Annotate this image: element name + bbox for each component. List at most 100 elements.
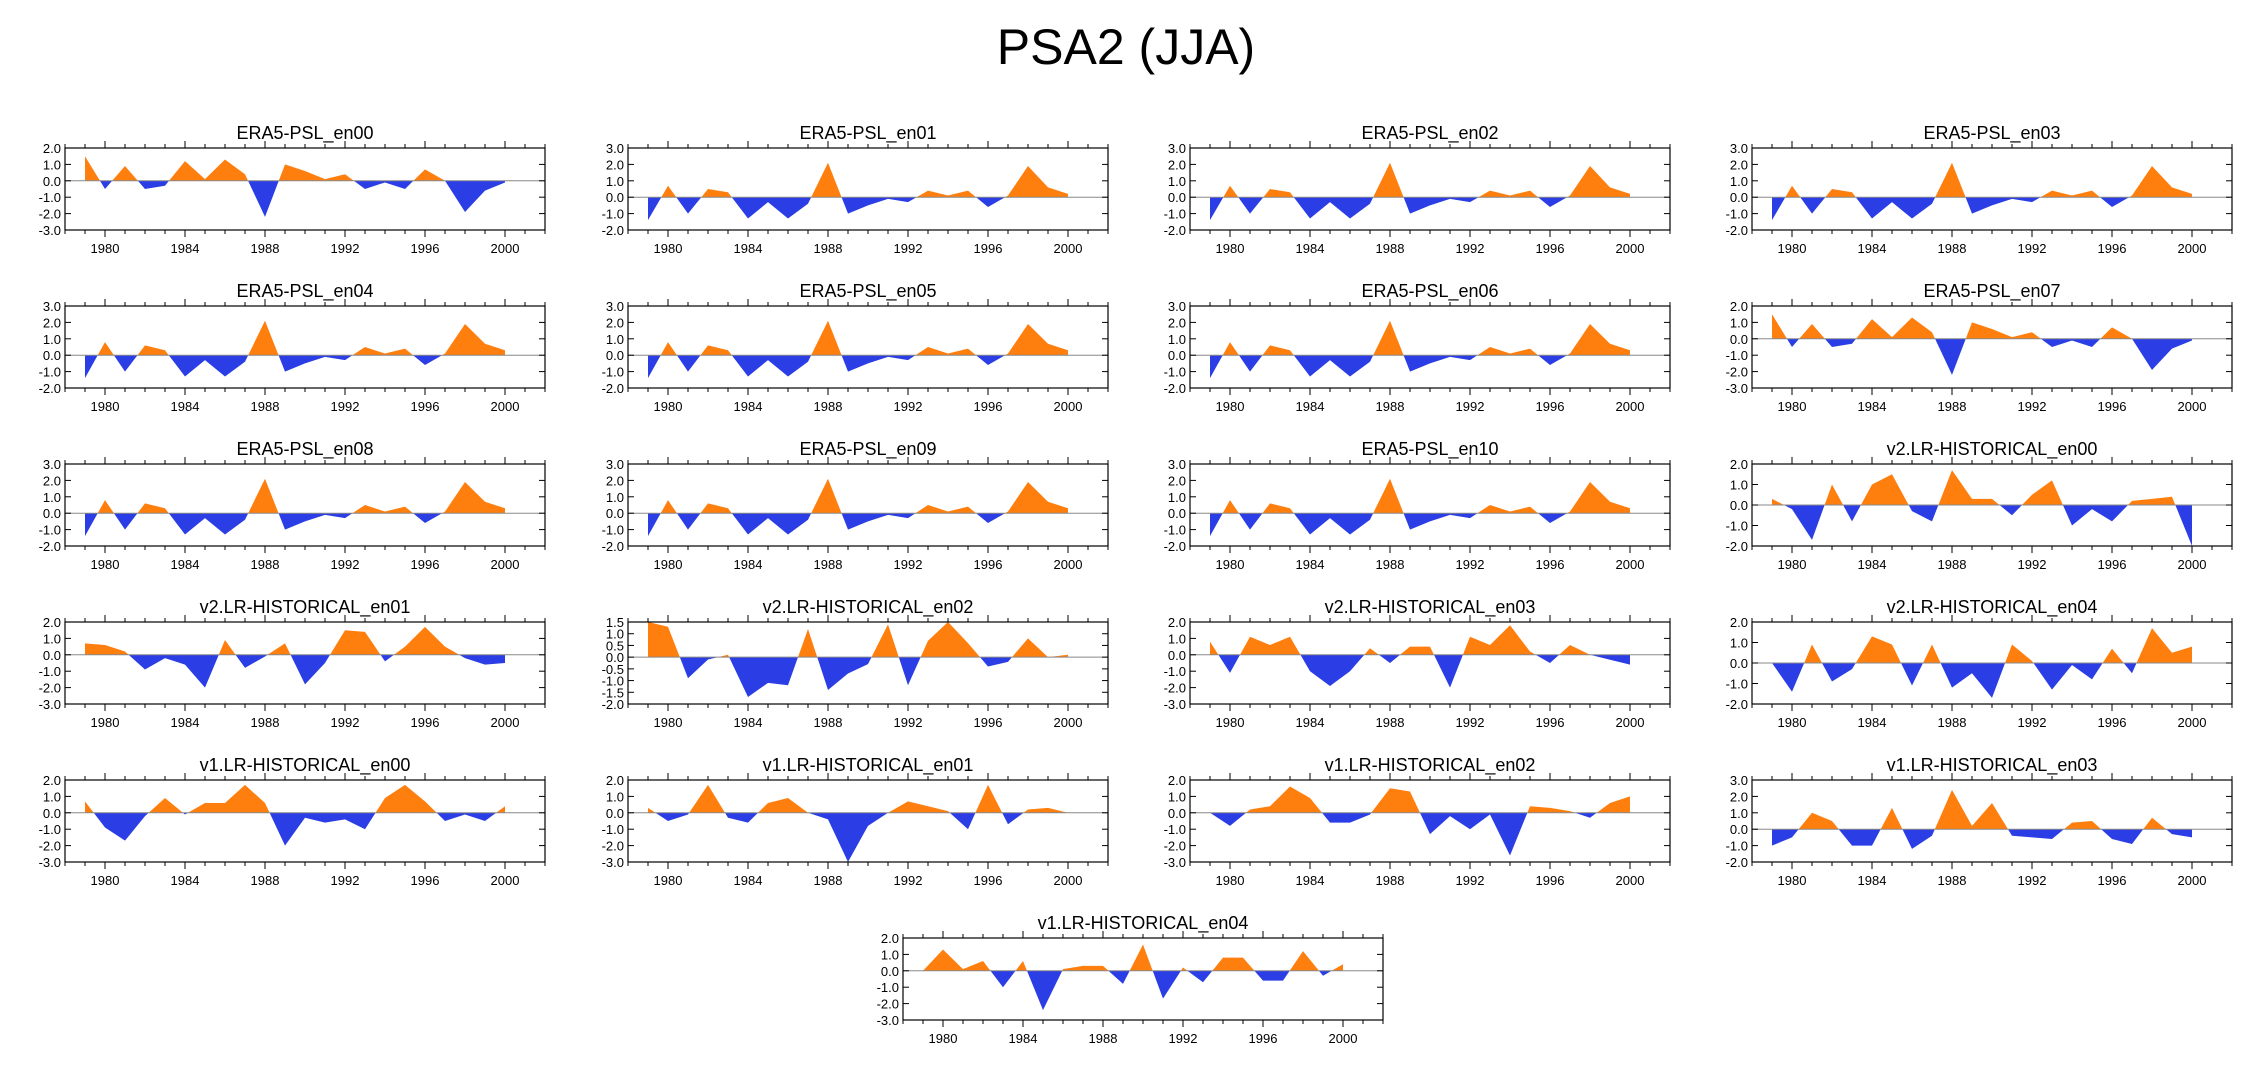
chart-panel: v2.LR-HISTORICAL_en03 2.01.0 0.0-1.0 -2.0-3… bbox=[1164, 597, 1671, 730]
chart-panel: ERA5-PSL_en10 3.02.0 1.00.0 -1.0-2.0 1980 198… bbox=[1164, 439, 1671, 572]
x-tick-label: 1992 bbox=[1456, 241, 1485, 256]
x-tick-label: 2000 bbox=[1616, 715, 1645, 730]
y-tick-label: 1.0 bbox=[43, 631, 61, 646]
y-tick-label: 3.0 bbox=[1730, 773, 1748, 788]
y-tick-label: -1.0 bbox=[1726, 207, 1748, 222]
y-tick-label: 1.0 bbox=[1168, 789, 1186, 804]
x-tick-label: 1984 bbox=[171, 557, 200, 572]
x-tick-label: 1996 bbox=[2098, 873, 2127, 888]
x-tick-label: 1984 bbox=[171, 399, 200, 414]
y-tick-label: 0.0 bbox=[606, 650, 624, 665]
negative-anomaly-area bbox=[85, 812, 505, 846]
x-tick-label: 1996 bbox=[1536, 873, 1565, 888]
x-tick-label: 1988 bbox=[1938, 399, 1967, 414]
negative-anomaly-area bbox=[1772, 505, 2192, 546]
chart-panel: v2.LR-HISTORICAL_en00 2.0 1.0 0.0 -1.0 -2.0 19… bbox=[1726, 439, 2233, 572]
panel-title: v2.LR-HISTORICAL_en03 bbox=[1325, 597, 1536, 618]
panel-title: ERA5-PSL_en09 bbox=[799, 439, 936, 460]
x-tick-label: 1984 bbox=[171, 873, 200, 888]
y-tick-label: 2.0 bbox=[1730, 615, 1748, 630]
y-tick-label: 2.0 bbox=[881, 931, 899, 946]
y-tick-label: 0.0 bbox=[606, 190, 624, 205]
x-tick-label: 1996 bbox=[411, 715, 440, 730]
page-title: PSA2 (JJA) bbox=[996, 19, 1256, 75]
y-tick-label: 3.0 bbox=[43, 299, 61, 314]
negative-anomaly-area bbox=[85, 513, 443, 537]
x-tick-label: 1996 bbox=[1249, 1031, 1278, 1046]
negative-anomaly-area bbox=[100, 180, 505, 217]
x-tick-label: 2000 bbox=[491, 873, 520, 888]
positive-anomaly-area bbox=[648, 622, 1068, 658]
negative-anomaly-area bbox=[1772, 829, 2192, 849]
y-tick-label: -2.0 bbox=[39, 207, 61, 222]
x-tick-label: 1984 bbox=[1296, 557, 1325, 572]
y-tick-label: 2.0 bbox=[43, 473, 61, 488]
y-tick-label: 0.0 bbox=[43, 174, 61, 189]
x-tick-label: 1988 bbox=[1376, 873, 1405, 888]
x-tick-label: 1984 bbox=[1858, 241, 1887, 256]
y-tick-label: 0.0 bbox=[606, 506, 624, 521]
negative-anomaly-area bbox=[85, 355, 443, 379]
x-tick-label: 1984 bbox=[1296, 399, 1325, 414]
x-tick-label: 2000 bbox=[491, 715, 520, 730]
chart-panel: v2.LR-HISTORICAL_en04 2.0 1.0 0.0 -1.0 -2.0 19… bbox=[1726, 597, 2233, 730]
y-tick-label: 1.0 bbox=[1168, 490, 1186, 505]
positive-anomaly-area bbox=[923, 944, 1343, 971]
y-tick-label: 0.0 bbox=[881, 964, 899, 979]
chart-panel: ERA5-PSL_en00 2.01.0 0.0-1.0 -2.0-3.0 1980 19… bbox=[39, 123, 546, 256]
y-tick-label: -1.0 bbox=[877, 980, 899, 995]
y-tick-label: 1.0 bbox=[1730, 478, 1748, 493]
x-tick-label: 1980 bbox=[91, 715, 120, 730]
x-tick-label: 1984 bbox=[734, 557, 763, 572]
y-tick-label: -2.0 bbox=[1726, 365, 1748, 380]
positive-anomaly-area bbox=[1772, 628, 2192, 663]
x-tick-label: 1980 bbox=[654, 399, 683, 414]
panel-title: ERA5-PSL_en02 bbox=[1361, 123, 1498, 144]
y-tick-label: 2.0 bbox=[1168, 615, 1186, 630]
y-tick-label: -2.0 bbox=[877, 997, 899, 1012]
x-tick-label: 2000 bbox=[1616, 241, 1645, 256]
y-tick-label: 1.0 bbox=[1730, 174, 1748, 189]
y-tick-label: 3.0 bbox=[1730, 141, 1748, 156]
y-tick-label: 1.0 bbox=[881, 947, 899, 962]
y-tick-label: 1.0 bbox=[606, 174, 624, 189]
x-tick-label: 2000 bbox=[2178, 557, 2207, 572]
negative-anomaly-area bbox=[1210, 654, 1630, 688]
y-tick-label: -1.0 bbox=[39, 190, 61, 205]
x-tick-label: 1980 bbox=[1216, 557, 1245, 572]
y-tick-label: -2.0 bbox=[39, 839, 61, 854]
y-tick-label: -1.0 bbox=[39, 664, 61, 679]
panel-title: ERA5-PSL_en07 bbox=[1923, 281, 2060, 302]
panel-title: ERA5-PSL_en01 bbox=[799, 123, 936, 144]
x-tick-label: 1988 bbox=[251, 557, 280, 572]
x-tick-label: 1992 bbox=[331, 399, 360, 414]
y-tick-label: -1.0 bbox=[1726, 839, 1748, 854]
y-tick-label: 0.0 bbox=[1168, 806, 1186, 821]
x-tick-label: 1992 bbox=[1456, 873, 1485, 888]
chart-panel: v1.LR-HISTORICAL_en02 2.01.0 0.0-1.0 -2.0-3… bbox=[1164, 755, 1671, 888]
positive-anomaly-area bbox=[85, 156, 445, 181]
chart-panel: v1.LR-HISTORICAL_en01 2.01.0 0.0-1.0 -2.0-3… bbox=[602, 755, 1109, 888]
chart-panel: ERA5-PSL_en06 3.02.0 1.00.0 -1.0-2.0 1980 198… bbox=[1164, 281, 1671, 414]
y-tick-label: 0.0 bbox=[1730, 498, 1748, 513]
x-tick-label: 1980 bbox=[91, 241, 120, 256]
x-tick-label: 1996 bbox=[1536, 715, 1565, 730]
positive-anomaly-area bbox=[1772, 470, 2192, 505]
x-tick-label: 2000 bbox=[2178, 873, 2207, 888]
y-tick-label: -1.0 bbox=[602, 523, 624, 538]
x-tick-label: 1992 bbox=[894, 715, 923, 730]
y-tick-label: -3.0 bbox=[1726, 381, 1748, 396]
x-tick-label: 1980 bbox=[91, 873, 120, 888]
x-tick-label: 2000 bbox=[1329, 1031, 1358, 1046]
positive-anomaly-area bbox=[1772, 314, 2132, 339]
x-tick-label: 1980 bbox=[1778, 715, 1807, 730]
y-tick-label: 2.0 bbox=[1168, 315, 1186, 330]
x-tick-label: 1996 bbox=[2098, 241, 2127, 256]
y-tick-label: 2.0 bbox=[1168, 473, 1186, 488]
chart-panel: ERA5-PSL_en01 3.02.0 1.00.0 -1.0-2.0 1980 198… bbox=[602, 123, 1109, 256]
y-tick-label: -2.0 bbox=[1726, 539, 1748, 554]
x-tick-label: 1984 bbox=[1858, 557, 1887, 572]
y-tick-label: 2.0 bbox=[43, 141, 61, 156]
y-tick-label: 0.0 bbox=[1730, 656, 1748, 671]
y-tick-label: -2.0 bbox=[602, 539, 624, 554]
